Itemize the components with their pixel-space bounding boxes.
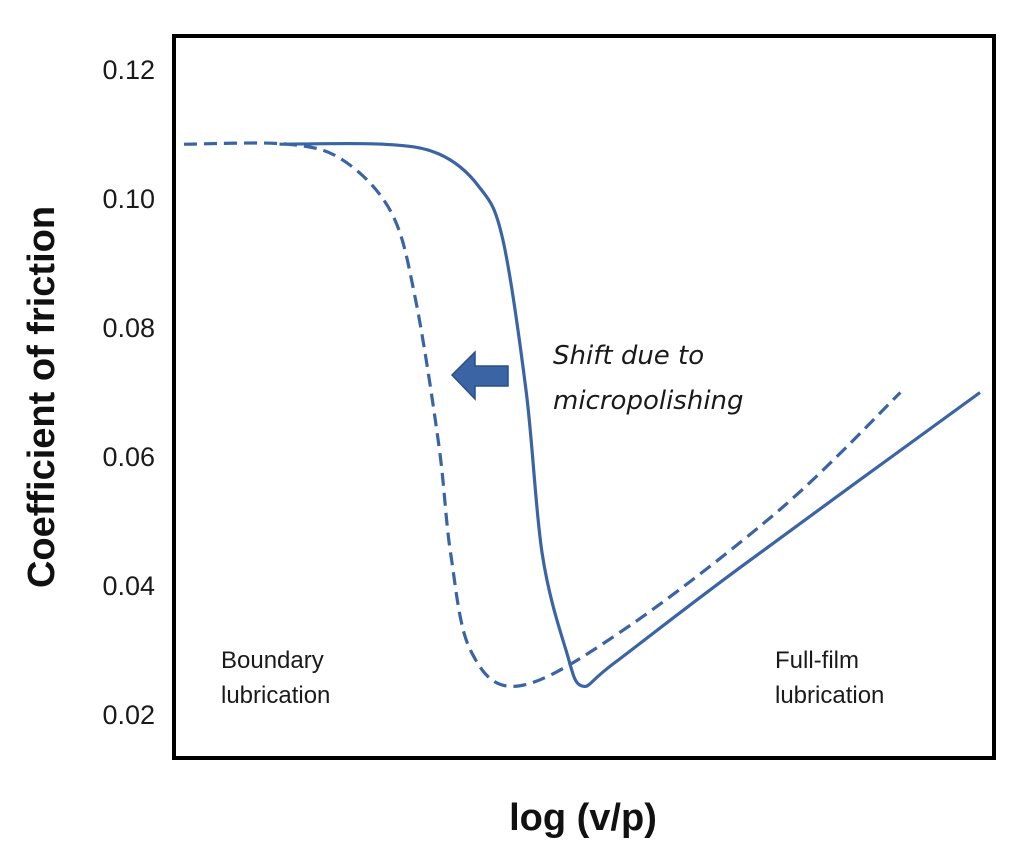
series-line-micropolished [183,141,902,688]
annotation-fullfilm-line2: lubrication [775,682,884,709]
y-tick-label: 0.06 [102,442,155,472]
plot-frame [172,34,996,760]
annotation-shift-line2: micropolishing [553,386,744,416]
annotation-boundary-line2: lubrication [221,682,330,709]
y-tick-label: 0.04 [102,571,155,601]
annotation-fullfilm-line1: Full-film [775,647,859,674]
y-tick-label: 0.10 [102,184,155,214]
annotation-boundary-line1: Boundary [221,647,324,674]
series-layer [183,141,981,689]
x-axis-title: log (v/p) [509,797,657,839]
y-tick-label: 0.08 [102,313,155,343]
shift-arrow-shape [450,350,509,401]
annotation-shift-line1: Shift due to [553,341,704,371]
y-tick-label: 0.02 [102,700,155,730]
shift-arrow [450,350,509,401]
series-line-original [279,141,981,689]
y-axis-title: Coefficient of friction [21,206,63,588]
y-tick-label: 0.12 [102,55,155,85]
y-tick-labels: 0.02 0.04 0.06 0.08 0.10 0.12 [102,55,155,730]
